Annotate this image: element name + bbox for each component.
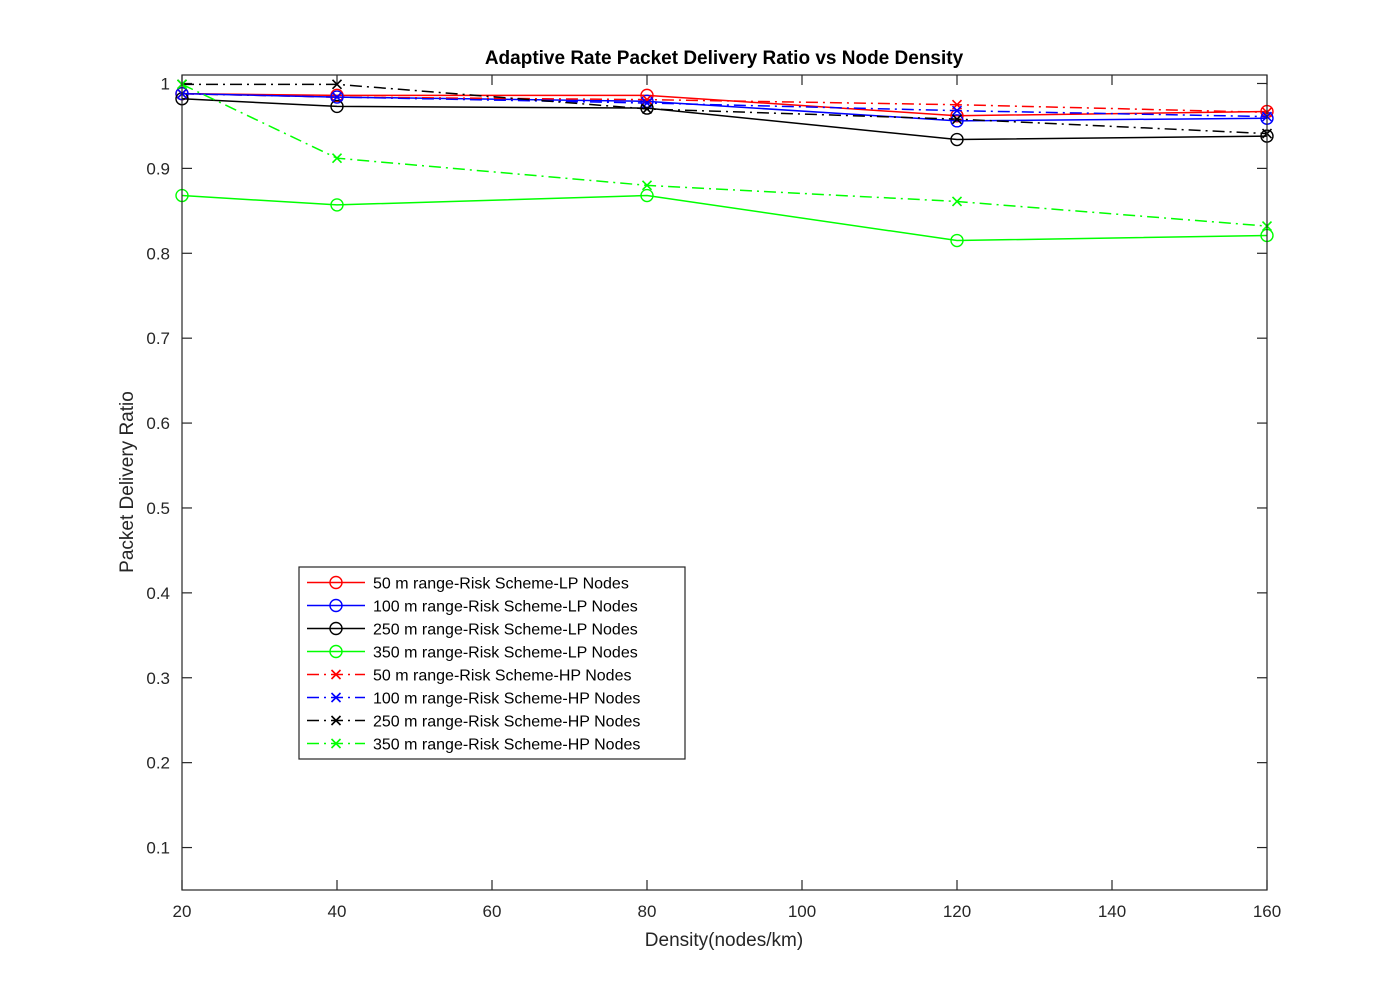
x-tick-label: 40: [328, 902, 347, 921]
data-point: [950, 132, 964, 147]
legend-label: 350 m range-Risk Scheme-LP Nodes: [373, 645, 638, 662]
x-tick-label: 60: [483, 902, 502, 921]
series-line: [181, 194, 1268, 242]
data-point: [951, 114, 963, 125]
y-tick-label: 0.3: [146, 669, 170, 688]
legend-label: 250 m range-Risk Scheme-HP Nodes: [373, 714, 640, 731]
data-point: [331, 79, 343, 90]
x-tick-label: 160: [1253, 902, 1281, 921]
legend-label: 100 m range-Risk Scheme-HP Nodes: [373, 691, 640, 708]
legend-label: 350 m range-Risk Scheme-HP Nodes: [373, 737, 640, 754]
plot-area: [182, 75, 1267, 890]
legend-box: [298, 566, 686, 760]
legend-label: 50 m range-Risk Scheme-HP Nodes: [373, 668, 631, 685]
legend-marker: [329, 621, 343, 636]
legend: 50 m range-Risk Scheme-LP Nodes 100 m ran…: [298, 566, 686, 760]
data-point: [640, 94, 654, 109]
legend-marker: [329, 598, 343, 613]
x-axis-label: Density(nodes/km): [645, 930, 803, 951]
data-point: [331, 92, 343, 103]
y-tick-label: 0.1: [146, 839, 170, 858]
y-tick-label: 0.6: [146, 414, 170, 433]
y-tick-label: 0.5: [146, 499, 170, 518]
data-point: [951, 105, 963, 116]
data-point: [330, 198, 344, 212]
legend-marker: [329, 644, 343, 659]
y-tick-label: 1: [161, 74, 170, 93]
legend-item: 100 m range-Risk Scheme-HP Nodes: [307, 691, 640, 708]
data-point: [950, 114, 964, 128]
y-tick-label: 0.4: [146, 584, 170, 603]
legend-item: 350 m range-Risk Scheme-LP Nodes: [307, 645, 638, 662]
legend-marker: [330, 669, 342, 680]
x-tick-label: 100: [788, 902, 816, 921]
data-point: [641, 180, 653, 191]
plot-box: [181, 74, 1268, 891]
data-point: [641, 103, 653, 115]
legend-marker: [330, 738, 342, 749]
ticks-layer: 20 40 60 80 100 120 140 160 0.1 0.2 0.3 0.4 0.5 0.6 0.…: [146, 74, 1281, 921]
y-tick-label: 0.9: [146, 159, 170, 178]
x-tick-label: 120: [943, 902, 971, 921]
legend-marker: [329, 575, 343, 590]
legend-item: 250 m range-Risk Scheme-HP Nodes: [307, 714, 640, 731]
legend-marker: [330, 692, 342, 703]
y-axis-label: Packet Delivery Ratio: [117, 391, 138, 573]
legend-label: 250 m range-Risk Scheme-LP Nodes: [373, 622, 638, 639]
legend-label: 50 m range-Risk Scheme-LP Nodes: [373, 576, 629, 593]
y-tick-label: 0.7: [146, 329, 170, 348]
legend-item: 50 m range-Risk Scheme-LP Nodes: [307, 576, 629, 593]
data-point: [330, 99, 344, 114]
chart-title: Adaptive Rate Packet Delivery Ratio vs N…: [485, 48, 964, 69]
legend-item: 100 m range-Risk Scheme-LP Nodes: [307, 599, 638, 616]
x-tick-label: 140: [1098, 902, 1126, 921]
data-point: [950, 233, 964, 248]
series-layer: [175, 79, 1274, 248]
legend-marker: [330, 715, 342, 726]
legend-item: 50 m range-Risk Scheme-HP Nodes: [307, 668, 631, 685]
y-tick-label: 0.8: [146, 244, 170, 263]
legend-item: 350 m range-Risk Scheme-HP Nodes: [307, 737, 640, 754]
legend-item: 250 m range-Risk Scheme-LP Nodes: [307, 622, 638, 639]
x-tick-label: 20: [173, 902, 192, 921]
data-point: [331, 153, 343, 164]
data-point: [640, 188, 654, 203]
legend-label: 100 m range-Risk Scheme-LP Nodes: [373, 599, 638, 616]
x-tick-label: 80: [638, 902, 657, 921]
data-point: [951, 196, 963, 207]
y-tick-label: 0.2: [146, 754, 170, 773]
